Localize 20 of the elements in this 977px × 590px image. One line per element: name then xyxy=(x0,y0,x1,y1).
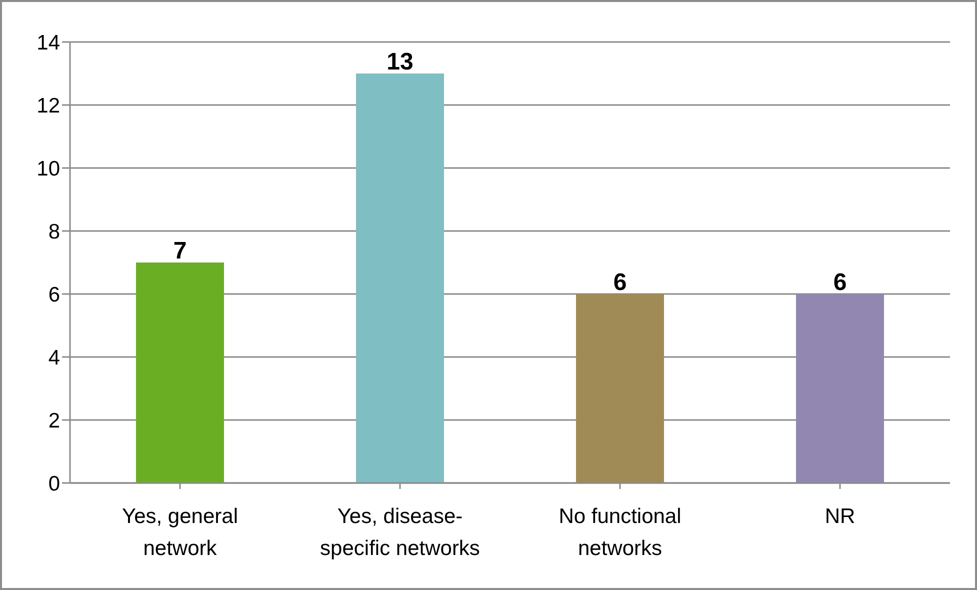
x-tick-label: No functional networks xyxy=(558,505,682,560)
bar xyxy=(576,294,664,483)
y-tick-label: 10 xyxy=(36,157,60,180)
x-tick-label: Yes, general network xyxy=(122,505,238,560)
bar xyxy=(356,74,444,483)
bar xyxy=(136,262,224,483)
y-tick-label: 8 xyxy=(48,220,60,244)
y-tick-label: 2 xyxy=(48,409,60,432)
data-label: 7 xyxy=(173,238,187,264)
x-tick-label: Yes, disease-specific networks xyxy=(320,505,480,560)
bar xyxy=(796,294,884,483)
y-tick-label: 4 xyxy=(48,346,60,370)
y-tick-label: 12 xyxy=(36,94,60,118)
data-label: 6 xyxy=(833,269,847,296)
y-tick-label: 6 xyxy=(48,283,60,306)
data-label: 13 xyxy=(386,48,414,76)
y-tick-label: 0 xyxy=(48,472,60,496)
y-tick-label: 14 xyxy=(36,31,60,54)
x-tick-label: NR xyxy=(824,505,856,528)
data-label: 6 xyxy=(613,269,627,296)
